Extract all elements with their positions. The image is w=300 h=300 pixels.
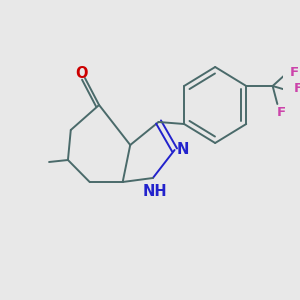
Text: F: F	[290, 65, 299, 79]
Text: F: F	[294, 82, 300, 95]
Text: NH: NH	[142, 184, 167, 199]
Text: O: O	[75, 65, 87, 80]
Text: F: F	[277, 106, 286, 119]
Text: N: N	[177, 142, 189, 158]
